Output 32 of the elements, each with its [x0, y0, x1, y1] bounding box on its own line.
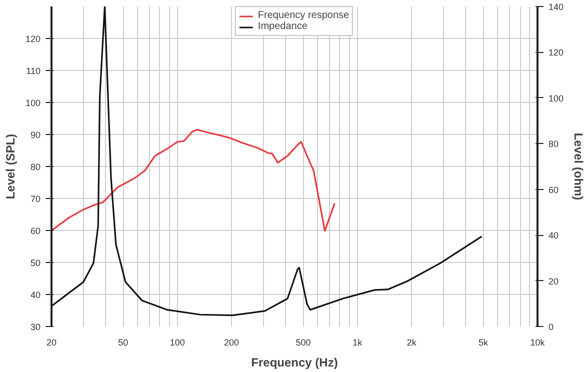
- x-tick-label: 2k: [406, 338, 417, 348]
- legend-label: Impedance: [258, 21, 308, 32]
- y2-tick-label: 80: [548, 139, 559, 150]
- y-tick-label: 70: [30, 194, 41, 204]
- legend-label: Frequency response: [258, 10, 350, 21]
- y-tick-label: 80: [30, 162, 41, 172]
- y2-tick-label: 40: [548, 230, 559, 241]
- x-tick-label: 50: [118, 338, 128, 348]
- x-tick-label: 200: [224, 338, 240, 348]
- y-tick-label: 40: [30, 290, 41, 300]
- y2-tick-label: 20: [548, 276, 559, 286]
- x-tick-label: 20: [46, 338, 57, 348]
- x-tick-label: 1k: [352, 338, 363, 348]
- y2-tick-label: 140: [548, 2, 564, 12]
- y-tick-label: 50: [30, 258, 41, 268]
- x-tick-label: 5k: [478, 338, 489, 348]
- x-tick-label: 10k: [530, 338, 546, 348]
- y2-tick-label: 120: [548, 48, 564, 58]
- y-tick-label: 100: [25, 98, 41, 108]
- x-axis-title: Frequency (Hz): [251, 356, 338, 370]
- x-tick-label: 100: [170, 338, 185, 348]
- y-tick-label: 30: [30, 322, 41, 332]
- y2-tick-label: 60: [548, 184, 559, 195]
- y-tick-label: 110: [26, 66, 41, 76]
- y-tick-label: 90: [30, 130, 41, 140]
- y2-tick-label: 0: [548, 322, 554, 332]
- y-tick-label: 60: [30, 226, 41, 236]
- y-axis-title: Level (SPL): [3, 134, 18, 200]
- y2-axis-title: Level (ohm): [572, 132, 586, 200]
- y-tick-label: 120: [25, 34, 41, 44]
- x-tick-label: 500: [296, 338, 311, 348]
- y2-tick-label: 100: [548, 93, 564, 104]
